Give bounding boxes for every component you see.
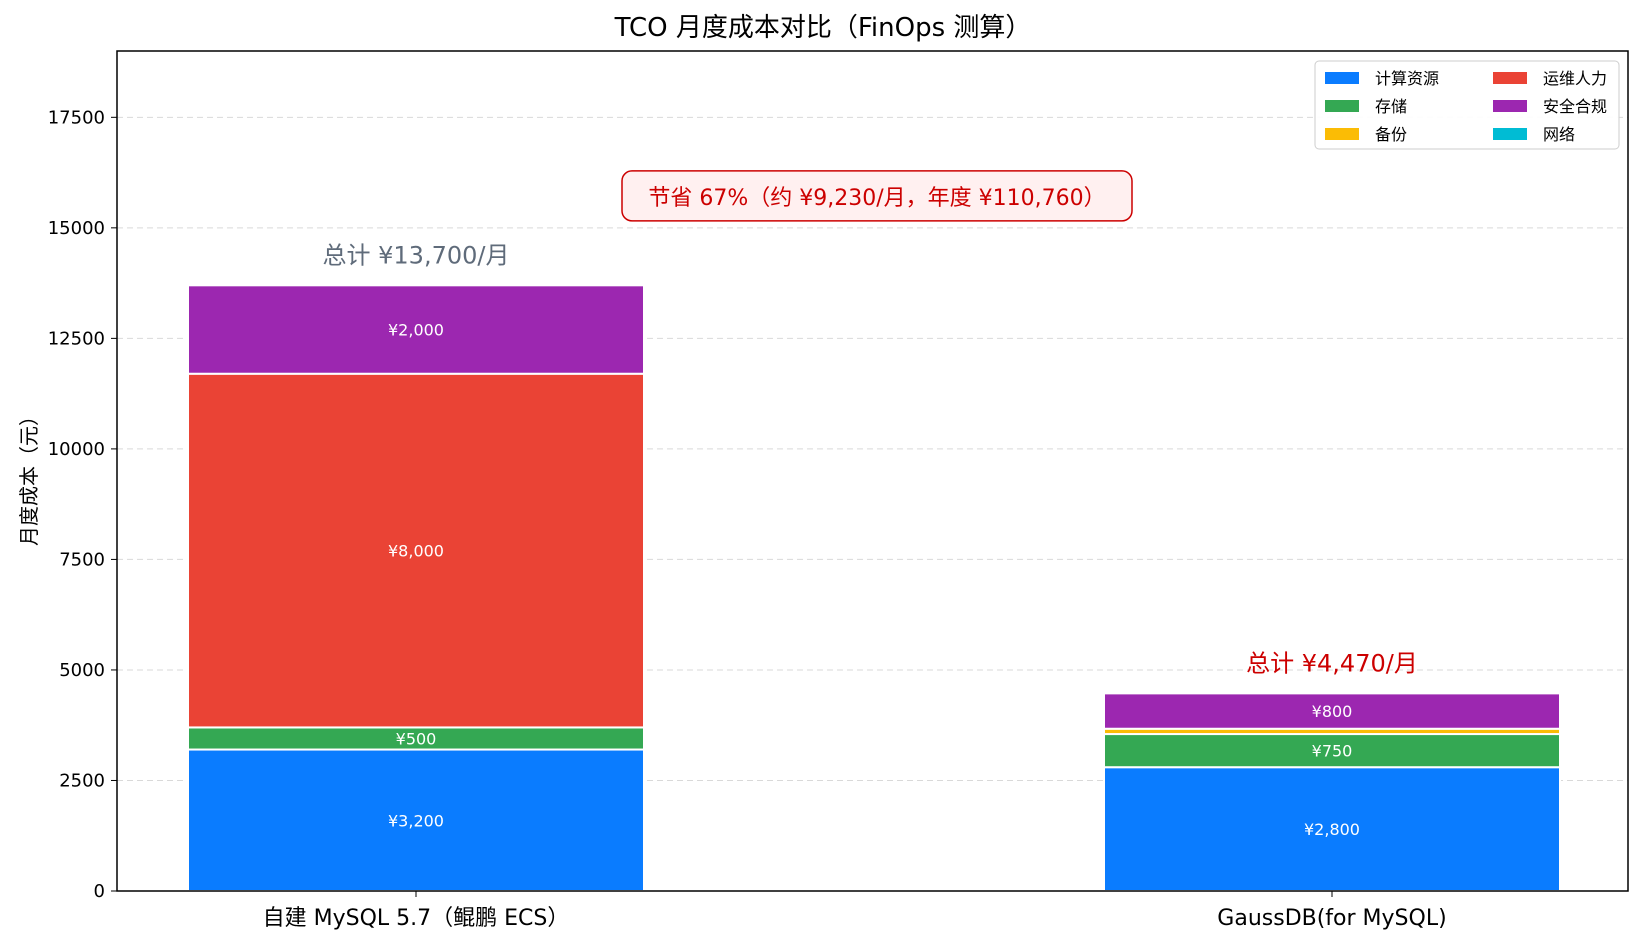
- y-tick-label: 5000: [59, 660, 105, 681]
- legend-swatch: [1325, 100, 1359, 112]
- legend-label: 网络: [1543, 125, 1575, 144]
- legend-label: 安全合规: [1543, 97, 1607, 116]
- legend-box: [1314, 60, 1620, 150]
- bar-value-label: ¥500: [396, 729, 437, 748]
- bar-segment: [187, 372, 645, 729]
- total-label: 总计 ¥13,700/月: [323, 241, 510, 269]
- bar-value-label: ¥750: [1312, 742, 1353, 761]
- x-tick-label: 自建 MySQL 5.7（鲲鹏 ECS）: [263, 906, 570, 931]
- y-tick-label: 17500: [48, 107, 105, 128]
- bar-segment: [1103, 692, 1561, 730]
- bars: [187, 284, 1561, 892]
- y-tick-label: 0: [94, 881, 105, 902]
- labels: ¥3,200 ¥500 ¥8,000 ¥2,000 总计 ¥13,700/月 ¥2,800…: [323, 241, 1418, 839]
- annotation-text: 节省 67%（约 ¥9,230/月，年度 ¥110,760）: [648, 186, 1105, 211]
- legend-swatch: [1493, 100, 1527, 112]
- bar-value-label: ¥2,000: [388, 321, 444, 340]
- legend-label: 运维人力: [1543, 69, 1607, 88]
- savings-annotation: 节省 67%（约 ¥9,230/月，年度 ¥110,760）: [621, 170, 1133, 222]
- axes: 0 2500 5000 7500 10000 12500 15000 17500 自建 MySQ…: [48, 107, 1447, 931]
- y-tick-label: 12500: [48, 328, 105, 349]
- y-tick-label: 10000: [48, 439, 105, 460]
- y-axis-label: 月度成本（元）: [17, 406, 41, 546]
- annotation-box: [621, 170, 1133, 222]
- bar-value-label: ¥2,800: [1304, 820, 1360, 839]
- legend-swatch: [1493, 128, 1527, 140]
- y-tick-label: 15000: [48, 218, 105, 239]
- legend-swatch: [1325, 128, 1359, 140]
- y-tick-label: 2500: [59, 770, 105, 791]
- bar-value-label: ¥3,200: [388, 811, 444, 830]
- bar-segment: [187, 284, 645, 375]
- legend-label: 备份: [1375, 125, 1407, 144]
- plot-frame: [116, 50, 1629, 892]
- legend-label: 存储: [1375, 97, 1407, 116]
- bar-value-label: ¥800: [1312, 702, 1353, 721]
- legend-swatch: [1325, 72, 1359, 84]
- bar-segment: [187, 748, 645, 892]
- total-label: 总计 ¥4,470/月: [1246, 649, 1418, 677]
- chart-title: TCO 月度成本对比（FinOps 测算）: [614, 13, 1032, 43]
- bar-value-label: ¥8,000: [388, 542, 444, 561]
- legend-label: 计算资源: [1375, 69, 1439, 88]
- legend-swatch: [1493, 72, 1527, 84]
- x-tick-label: GaussDB(for MySQL): [1217, 906, 1446, 931]
- y-tick-label: 7500: [59, 549, 105, 570]
